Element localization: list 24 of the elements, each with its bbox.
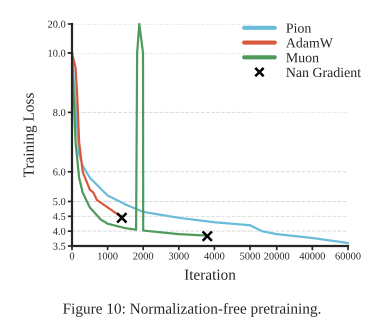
y-tick-label: 4.0 — [52, 228, 66, 235]
y-tick-label: 10.0 — [48, 50, 66, 57]
x-tick-label: 20000 — [264, 252, 290, 260]
x-tick-label: 4000 — [204, 252, 224, 260]
legend-label: Nan Gradient — [286, 67, 361, 78]
legend-label: Muon — [286, 53, 319, 62]
x-tick-label: 3000 — [168, 252, 189, 260]
y-tick-label: 4.5 — [52, 213, 66, 220]
y-tick-label: 8.0 — [53, 109, 66, 116]
y-tick-label: 20.0 — [48, 20, 66, 28]
y-axis-title: Training Loss — [24, 93, 37, 178]
legend-label: AdamW — [286, 38, 333, 48]
y-tick-label: 5.0 — [53, 198, 66, 206]
x-tick-label: 1000 — [98, 252, 118, 260]
legend-label: Pion — [286, 23, 312, 33]
x-axis-title: Iteration — [184, 270, 236, 280]
x-tick-label: 40000 — [300, 252, 325, 260]
y-tick-label: 6.0 — [53, 168, 66, 176]
x-tick-label: 2000 — [133, 252, 154, 260]
x-tick-label: 60000 — [335, 252, 361, 260]
x-tick-label: 0 — [70, 252, 74, 260]
caption: Figure 10: Normalization-free pretraining. — [63, 302, 320, 317]
x-tick-label: 5000 — [240, 252, 260, 260]
y-tick-label: 3.5 — [53, 242, 66, 250]
